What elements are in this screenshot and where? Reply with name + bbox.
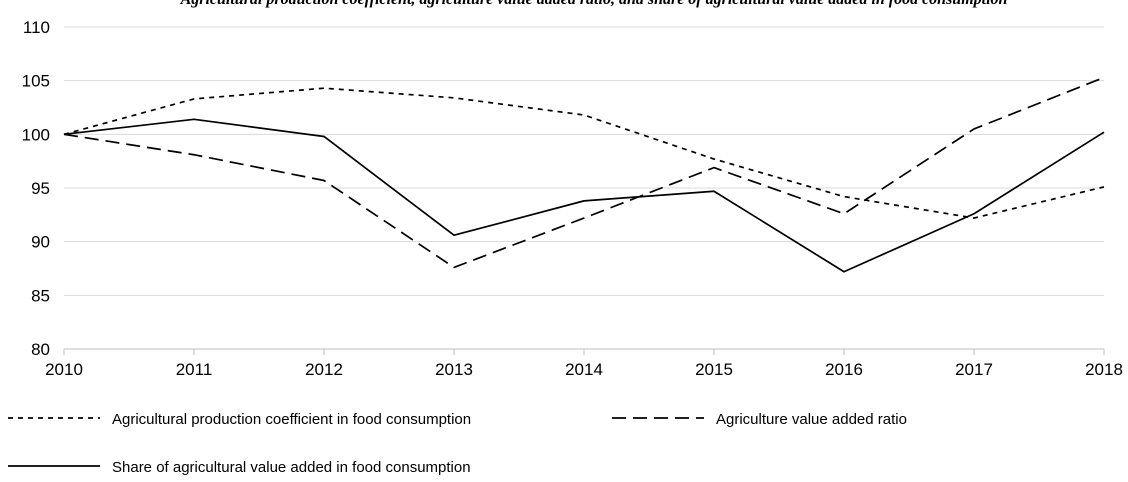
legend-label-2: Agriculture value added ratio <box>716 411 907 428</box>
data-point-s3-2011 <box>192 117 196 121</box>
x-tick-label-2018: 2018 <box>1085 360 1123 379</box>
data-point-s3-2010 <box>62 132 66 136</box>
series-layer <box>62 75 1106 274</box>
legend: Agricultural production coefficient in f… <box>8 411 907 476</box>
data-point-s1-2015 <box>712 157 716 161</box>
y-tick-label-110: 110 <box>23 18 50 37</box>
data-point-s3-2013 <box>452 233 456 237</box>
data-point-s1-2016 <box>842 195 846 199</box>
data-point-s2-2018 <box>1102 75 1106 79</box>
data-point-s1-2017 <box>972 216 976 220</box>
x-tick-label-2017: 2017 <box>955 360 993 379</box>
x-tick-label-2010: 2010 <box>45 360 83 379</box>
data-point-s1-2014 <box>582 113 586 117</box>
x-tick-label-2013: 2013 <box>435 360 473 379</box>
data-point-s3-2018 <box>1102 130 1106 134</box>
y-tick-label-85: 85 <box>31 286 50 305</box>
y-tick-label-100: 100 <box>22 125 50 144</box>
y-tick-label-90: 90 <box>31 233 50 252</box>
x-tick-label-2015: 2015 <box>695 360 733 379</box>
data-point-s1-2013 <box>452 96 456 100</box>
y-tick-label-80: 80 <box>31 340 50 359</box>
axis-layer: 80 85 90 95 100 105 110 2010 2011 2012 2013 2014 201… <box>22 18 1123 379</box>
data-point-s3-2016 <box>842 270 846 274</box>
y-tick-label-95: 95 <box>31 179 50 198</box>
x-tick-label-2016: 2016 <box>825 360 863 379</box>
data-point-s1-2012 <box>322 86 326 90</box>
data-point-s3-2012 <box>322 134 326 138</box>
data-point-s2-2011 <box>192 153 196 157</box>
data-point-s3-2017 <box>972 212 976 216</box>
y-tick-label-105: 105 <box>22 72 50 91</box>
title-layer: Agricultural production coefficient, agr… <box>180 0 1008 8</box>
data-point-s2-2016 <box>842 212 846 216</box>
data-point-s2-2013 <box>452 265 456 269</box>
x-tick-label-2014: 2014 <box>565 360 603 379</box>
data-point-s2-2017 <box>972 127 976 131</box>
data-point-s2-2012 <box>322 178 326 182</box>
chart-title: Agricultural production coefficient, agr… <box>180 0 1008 8</box>
data-point-s1-2018 <box>1102 185 1106 189</box>
x-tick-label-2011: 2011 <box>176 360 213 379</box>
data-point-s3-2014 <box>582 199 586 203</box>
data-point-s1-2011 <box>192 97 196 101</box>
series-line-3 <box>63 118 1105 273</box>
data-point-s2-2015 <box>712 166 716 170</box>
legend-label-1: Agricultural production coefficient in f… <box>112 411 471 428</box>
grid-layer <box>64 26 1104 350</box>
legend-label-3: Share of agricultural value added in foo… <box>112 459 471 476</box>
series-line-1 <box>63 87 1105 219</box>
data-point-s3-2015 <box>712 189 716 193</box>
x-tick-label-2012: 2012 <box>305 360 343 379</box>
series-line-2 <box>63 76 1105 269</box>
data-point-s2-2014 <box>582 216 586 220</box>
